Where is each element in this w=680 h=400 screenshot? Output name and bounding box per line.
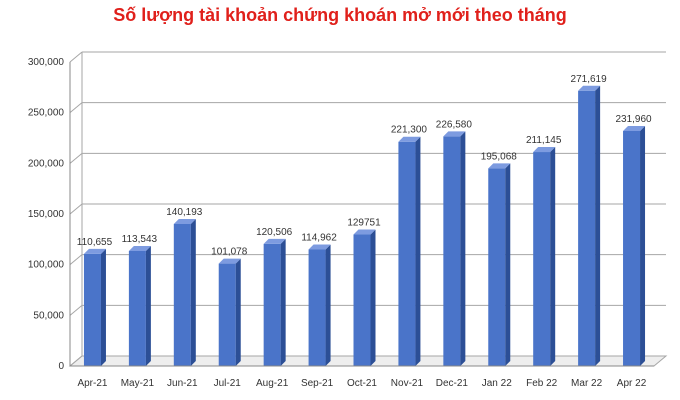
data-label: 101,078 (211, 247, 248, 258)
bar-side (190, 218, 196, 366)
bar (173, 223, 191, 366)
y-tick-label: 250,000 (28, 108, 65, 119)
bar (578, 90, 596, 367)
bar-top (398, 136, 421, 142)
x-tick-label: Jan 22 (482, 378, 512, 389)
data-label: 195,068 (481, 151, 518, 162)
x-tick-label: Feb 22 (526, 378, 558, 389)
bar (128, 250, 146, 366)
bar-top (263, 238, 286, 244)
data-label: 211,145 (526, 135, 562, 146)
x-tick-label: Jul-21 (214, 378, 242, 389)
bar-top (83, 248, 106, 254)
bar-top (353, 229, 376, 235)
bar-side (550, 147, 556, 366)
bar-top (443, 131, 466, 137)
gridline-depth (69, 355, 83, 367)
data-label: 114,962 (301, 233, 337, 244)
gridline-depth (69, 254, 83, 266)
data-label: 226,580 (436, 119, 473, 130)
y-tick-label: 100,000 (28, 260, 65, 271)
bar-top (623, 125, 646, 131)
data-label: 221,300 (391, 125, 428, 136)
x-tick-label: Apr 22 (617, 378, 647, 389)
x-tick-label: May-21 (121, 378, 155, 389)
bar (263, 243, 281, 366)
data-label: 120,506 (256, 227, 293, 238)
bar (308, 249, 326, 366)
bar (533, 152, 551, 366)
bar-side (370, 229, 376, 366)
data-label: 140,193 (166, 207, 203, 218)
bar-side (100, 248, 106, 366)
bar-top (578, 85, 601, 91)
bar-side (325, 244, 331, 366)
x-tick-label: Sep-21 (301, 378, 334, 389)
x-tick-label: Jun-21 (167, 378, 198, 389)
bar (83, 253, 101, 366)
bar (398, 141, 416, 366)
bar-side (640, 125, 646, 366)
x-tick-label: Nov-21 (391, 378, 424, 389)
gridline-depth (69, 203, 83, 215)
x-tick-label: Aug-21 (256, 378, 289, 389)
bar-top (488, 163, 511, 169)
bar-top (308, 244, 331, 250)
bar-top (218, 258, 241, 264)
data-label: 129751 (347, 218, 381, 229)
bar-side (595, 85, 601, 367)
bar-side (505, 163, 511, 366)
bar (623, 130, 641, 366)
bar-top (173, 218, 196, 224)
bar (353, 234, 371, 366)
gridline-depth (69, 304, 83, 316)
chart-title: Số lượng tài khoản chứng khoán mở mới th… (113, 5, 567, 25)
gridline-depth (69, 102, 83, 114)
gridline-depth (69, 152, 83, 164)
y-tick-label: 0 (58, 361, 64, 372)
bar (443, 136, 461, 366)
x-tick-label: Oct-21 (347, 378, 377, 389)
bar-side (460, 131, 466, 366)
x-tick-label: Dec-21 (436, 378, 469, 389)
data-label: 110,655 (77, 237, 113, 248)
bar-side (145, 245, 151, 366)
gridline-depth (69, 51, 83, 63)
data-label: 231,960 (615, 114, 652, 125)
bar (488, 168, 506, 366)
x-tick-label: Mar 22 (571, 378, 603, 389)
bar-top (128, 245, 151, 251)
data-label: 271,619 (571, 74, 608, 85)
bar-side (235, 258, 241, 366)
bar-top (533, 147, 556, 153)
y-tick-label: 200,000 (28, 158, 65, 169)
bar (218, 263, 236, 366)
data-label: 113,543 (122, 234, 158, 245)
x-tick-label: Apr-21 (77, 378, 107, 389)
bar-side (280, 238, 286, 366)
y-tick-label: 50,000 (33, 310, 64, 321)
bar-side (415, 136, 421, 366)
y-tick-label: 300,000 (28, 57, 65, 68)
y-tick-label: 150,000 (28, 209, 65, 220)
